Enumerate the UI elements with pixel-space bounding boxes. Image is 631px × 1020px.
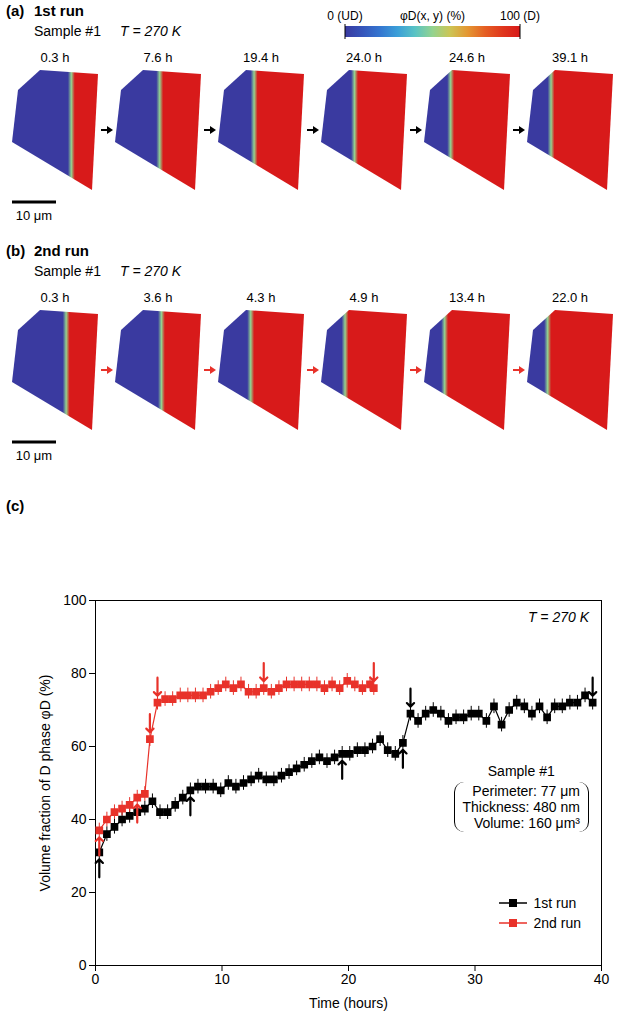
svg-text:60: 60 xyxy=(71,738,87,754)
svg-text:80: 80 xyxy=(71,665,87,681)
svg-text:T = 270 K: T = 270 K xyxy=(120,23,182,39)
html-text:(c): (c) xyxy=(6,497,25,514)
svg-text:100 (D): 100 (D) xyxy=(500,9,540,23)
svg-text:19.4 h: 19.4 h xyxy=(243,50,279,65)
svg-text:T = 270 K: T = 270 K xyxy=(120,263,182,279)
svg-text:40: 40 xyxy=(594,971,610,987)
html-text:Sample #1: Sample #1 xyxy=(487,763,555,779)
svg-text:2nd run: 2nd run xyxy=(34,242,89,259)
svg-text:22.0 h: 22.0 h xyxy=(552,290,588,305)
svg-text:4.3 h: 4.3 h xyxy=(247,290,276,305)
svg-text:0.3 h: 0.3 h xyxy=(41,50,70,65)
svg-text:Time (hours): Time (hours) xyxy=(309,995,388,1011)
svg-text:10 μm: 10 μm xyxy=(16,448,52,463)
svg-text:1st run: 1st run xyxy=(34,2,84,19)
svg-text:20: 20 xyxy=(71,884,87,900)
svg-text:3.6 h: 3.6 h xyxy=(144,290,173,305)
svg-text:7.6 h: 7.6 h xyxy=(144,50,173,65)
svg-text:10: 10 xyxy=(214,971,230,987)
html-text:T = 270 K: T = 270 K xyxy=(527,609,589,625)
svg-text:(a): (a) xyxy=(6,2,24,19)
svg-text:0 (UD): 0 (UD) xyxy=(327,9,362,23)
svg-text:0: 0 xyxy=(92,971,100,987)
svg-text:4.9 h: 4.9 h xyxy=(350,290,379,305)
svg-text:24.0 h: 24.0 h xyxy=(346,50,382,65)
svg-text:30: 30 xyxy=(467,971,483,987)
svg-text:39.1 h: 39.1 h xyxy=(552,50,588,65)
svg-text:40: 40 xyxy=(71,811,87,827)
svg-text:0: 0 xyxy=(79,957,87,973)
html-text:Volume: 160 μm³: Volume: 160 μm³ xyxy=(473,815,580,831)
html-text:Thickness: 480 nm: Thickness: 480 nm xyxy=(462,799,580,815)
svg-text:10 μm: 10 μm xyxy=(16,208,52,223)
html-text:2nd run: 2nd run xyxy=(533,915,581,931)
svg-text:100: 100 xyxy=(63,592,87,608)
svg-text:24.6 h: 24.6 h xyxy=(449,50,485,65)
svg-text:Sample #1: Sample #1 xyxy=(34,263,101,279)
svg-text:(b): (b) xyxy=(6,242,25,259)
svg-text:20: 20 xyxy=(341,971,357,987)
svg-text:φD(x, y) (%): φD(x, y) (%) xyxy=(400,9,465,23)
svg-text:Sample #1: Sample #1 xyxy=(34,23,101,39)
svg-text:Volume fraction of D phase φD: Volume fraction of D phase φD (%) xyxy=(37,675,53,892)
html-text:1st run: 1st run xyxy=(533,895,577,911)
svg-text:13.4 h: 13.4 h xyxy=(449,290,485,305)
svg-text:0.3 h: 0.3 h xyxy=(41,290,70,305)
html-text:Perimeter: 77 μm: Perimeter: 77 μm xyxy=(472,783,580,799)
